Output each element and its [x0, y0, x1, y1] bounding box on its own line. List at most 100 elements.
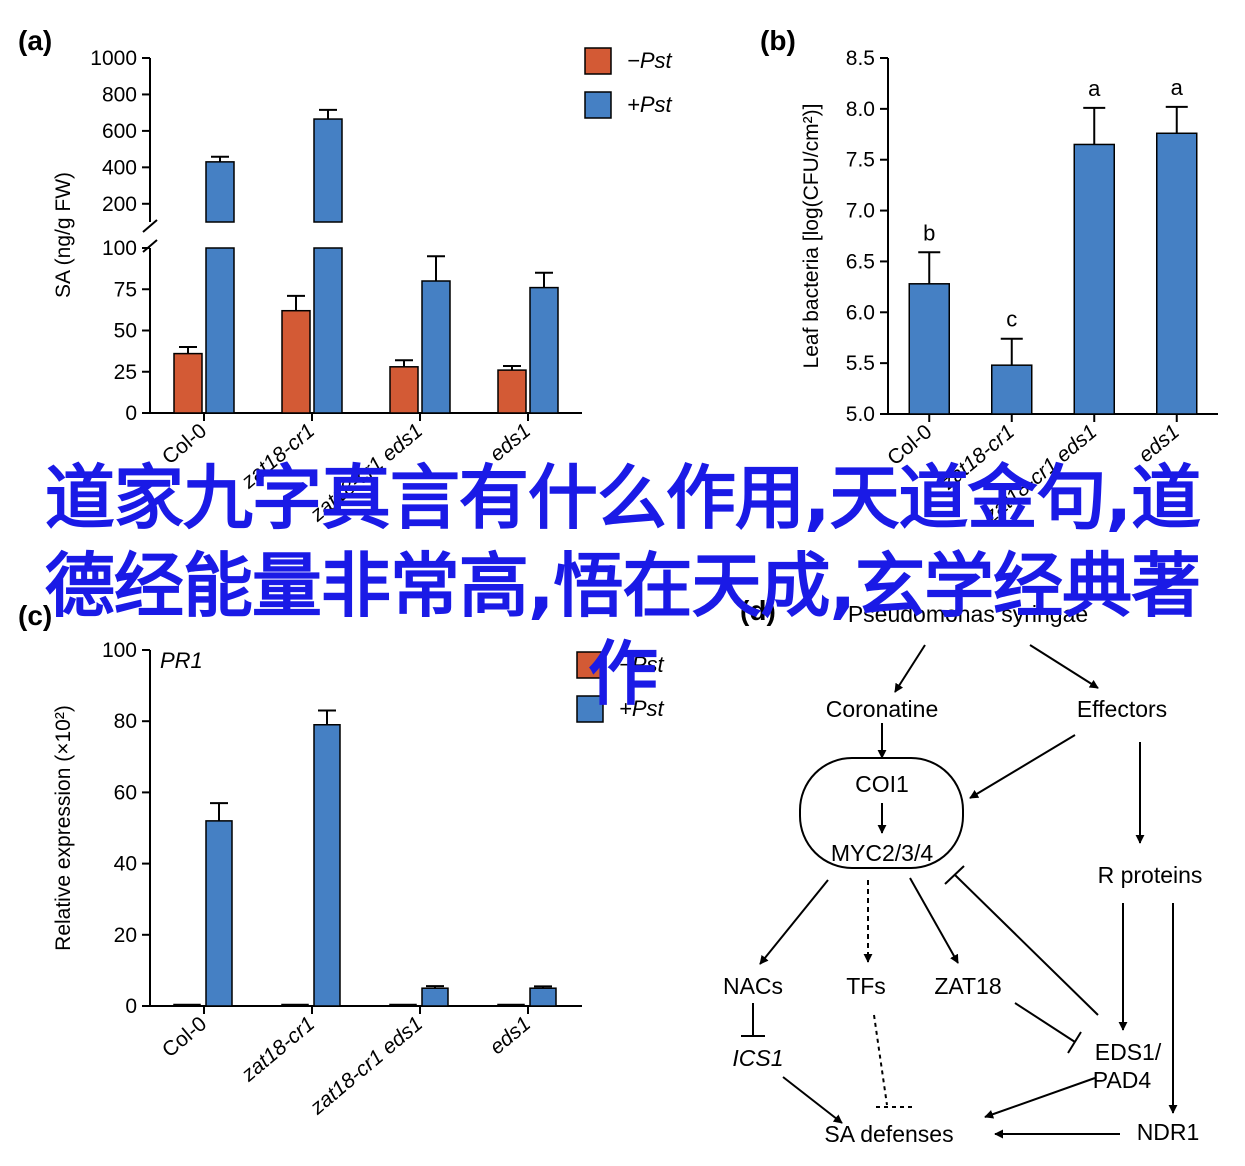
- significance-letter: b: [923, 220, 935, 245]
- y-tick-label: 6.5: [846, 250, 875, 273]
- node-ics1: ICS1: [732, 1045, 783, 1071]
- node-eds1-line2: PAD4: [1093, 1067, 1152, 1093]
- bar-minus-pst: [389, 366, 419, 414]
- node-eds1-line1: EDS1/: [1095, 1039, 1162, 1065]
- bar-minus-pst: [281, 1003, 309, 1007]
- y-tick-label: 80: [114, 710, 137, 733]
- node-r-proteins: R proteins: [1098, 862, 1203, 888]
- legend-swatch: [584, 91, 612, 119]
- axis-break-mark: [142, 239, 158, 253]
- node-pseudomonas: Pseudomonas syringae: [848, 601, 1088, 627]
- node-nacs: NACs: [723, 973, 783, 999]
- legend-swatch: [576, 651, 604, 679]
- node-sa-defenses: SA defenses: [824, 1121, 953, 1147]
- x-tick-label: eds1: [486, 1012, 536, 1059]
- bar-minus-pst: [389, 1003, 417, 1007]
- x-tick-label: Col-0: [158, 1012, 211, 1062]
- x-tick-label: zat18-cr1: [936, 420, 1019, 495]
- significance-letter: c: [1006, 307, 1017, 332]
- bar-plus-pst: [313, 724, 341, 1007]
- bar-plus-pst: [205, 820, 233, 1007]
- node-ndr1: NDR1: [1137, 1119, 1200, 1145]
- bar-minus-pst: [281, 309, 311, 414]
- arrow-myc-nacs: [759, 879, 829, 965]
- bar: [991, 364, 1033, 415]
- node-coronatine: Coronatine: [826, 696, 939, 722]
- inhibit-eds1-myc-bar: [944, 865, 965, 885]
- y-tick-label: 6.0: [846, 301, 875, 324]
- bar-minus-pst: [173, 1003, 201, 1007]
- inhibit-zat18-eds1: [1014, 1002, 1076, 1043]
- y-tick-label: 60: [114, 781, 137, 804]
- y-tick-label: 7.0: [846, 200, 875, 223]
- bar-plus-pst: [529, 286, 559, 414]
- bar-plus-pst-upper: [205, 161, 235, 223]
- bar-plus-pst: [205, 247, 235, 414]
- y-tick-label: 800: [102, 83, 137, 106]
- chart-c-pr1-expression: 0 20 40 60 80 100 Relative expression (×10²) PR…: [52, 639, 665, 1120]
- x-tick-label: zat18-cr1 eds1: [305, 1012, 427, 1120]
- inhibit-zat18-eds1-bar: [1067, 1031, 1082, 1054]
- panel-label-a: (a): [18, 25, 52, 56]
- y-axis-title: Relative expression (×10²): [52, 705, 75, 951]
- y-tick-label: 200: [102, 193, 137, 216]
- x-tick-label: zat18-cr1 eds1: [305, 419, 427, 527]
- y-tick-label: 5.0: [846, 403, 875, 426]
- bar-plus-pst: [529, 987, 557, 1007]
- bar-plus-pst-upper: [313, 118, 343, 223]
- y-tick-label: 40: [114, 853, 137, 876]
- bar-minus-pst: [173, 352, 203, 414]
- x-tick-label: eds1: [486, 419, 536, 466]
- arrow-eds1-sa: [984, 1077, 1096, 1119]
- y-axis-title: Leaf bacteria [log(CFU/cm²)]: [800, 104, 823, 369]
- y-tick-label: 8.5: [846, 47, 875, 70]
- y-tick-label: 0: [125, 995, 137, 1018]
- x-tick-label: Col-0: [883, 420, 936, 470]
- significance-letter: a: [1171, 75, 1184, 100]
- y-tick-label: 1000: [90, 47, 137, 70]
- node-zat18: ZAT18: [934, 973, 1001, 999]
- gene-annotation: PR1: [160, 648, 203, 673]
- bar-minus-pst: [497, 1003, 525, 1007]
- panel-label-d: (d): [740, 595, 776, 626]
- bar: [1073, 143, 1115, 415]
- y-axis-title: SA (ng/g FW): [52, 172, 75, 298]
- x-tick-label: eds1: [1134, 420, 1184, 467]
- y-tick-label: 5.5: [846, 352, 875, 375]
- y-tick-label: 400: [102, 156, 137, 179]
- y-tick-label: 50: [114, 320, 137, 343]
- x-tick-label: Col-0: [158, 419, 211, 469]
- node-tfs: TFs: [846, 973, 886, 999]
- arrow-pseudomonas-coronatine: [894, 644, 926, 693]
- x-tick-label: zat18-cr1: [237, 419, 320, 494]
- legend-label: −Pst: [627, 48, 673, 73]
- legend-swatch: [576, 695, 604, 723]
- bar-plus-pst: [421, 987, 449, 1007]
- y-tick-label: 20: [114, 924, 137, 947]
- inhibit-eds1-myc: [954, 874, 1099, 1016]
- arrow-ics1-sa: [782, 1076, 843, 1124]
- bar: [908, 283, 950, 415]
- y-tick-label: 100: [102, 639, 137, 662]
- y-tick-label: 75: [114, 278, 137, 301]
- y-tick-label: 100: [102, 237, 137, 260]
- node-coi1: COI1: [855, 771, 909, 797]
- x-tick-label: zat18-cr1: [237, 1012, 320, 1087]
- y-tick-label: 25: [114, 361, 137, 384]
- y-tick-label: 8.0: [846, 98, 875, 121]
- chart-a-sa-levels: 0 25 50 75 100 200 400 600 800 1000 SA (ng/g FW) Co…: [52, 47, 673, 527]
- significance-letter: a: [1088, 76, 1101, 101]
- node-myc: MYC2/3/4: [831, 840, 933, 866]
- bar-plus-pst: [421, 280, 451, 414]
- chart-b-leaf-bacteria: 5.0 5.5 6.0 6.5 7.0 7.5 8.0 8.5 Leaf bacteria [l…: [800, 47, 1218, 528]
- legend-label: +Pst: [627, 92, 673, 117]
- y-tick-label: 7.5: [846, 149, 875, 172]
- bar-plus-pst: [313, 247, 343, 414]
- bar-minus-pst: [497, 369, 527, 414]
- panel-label-b: (b): [760, 25, 796, 56]
- y-tick-label: 0: [125, 402, 137, 425]
- y-tick-label: 600: [102, 120, 137, 143]
- node-effectors: Effectors: [1077, 696, 1167, 722]
- axis-break-mark: [142, 219, 158, 233]
